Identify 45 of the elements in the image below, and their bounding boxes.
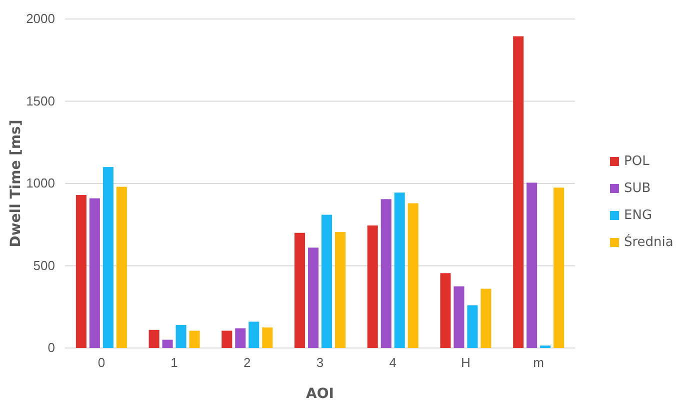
x-tick-label: 0 bbox=[98, 355, 106, 370]
y-tick-label: 1500 bbox=[26, 93, 55, 108]
x-tick-label: 3 bbox=[316, 355, 324, 370]
bar bbox=[148, 330, 160, 348]
bar bbox=[526, 182, 538, 348]
y-axis-title: Dwell Time [ms] bbox=[8, 120, 24, 248]
x-axis-title: AOI bbox=[306, 386, 334, 402]
x-tick-label: H bbox=[461, 355, 470, 370]
bar bbox=[189, 330, 200, 348]
bar bbox=[480, 288, 492, 348]
legend-label: SUB bbox=[624, 181, 651, 196]
bar bbox=[102, 167, 114, 348]
legend-label: ENG bbox=[624, 208, 652, 223]
bar bbox=[308, 248, 319, 348]
bar bbox=[454, 286, 464, 348]
bar bbox=[467, 305, 478, 348]
bar bbox=[76, 195, 86, 348]
legend-label: POL bbox=[624, 154, 650, 169]
y-tick-label: 0 bbox=[48, 340, 55, 356]
legend-label: Średnia bbox=[624, 233, 674, 250]
bar bbox=[380, 199, 392, 348]
y-tick-label: 2000 bbox=[26, 11, 55, 26]
bar bbox=[262, 327, 273, 348]
bar bbox=[408, 203, 418, 348]
bar bbox=[248, 322, 260, 348]
bar bbox=[222, 330, 232, 348]
bar bbox=[321, 214, 332, 348]
x-tick-label: m bbox=[533, 355, 544, 370]
bar bbox=[394, 192, 405, 348]
x-tick-label: 4 bbox=[389, 355, 396, 370]
bar bbox=[294, 232, 306, 348]
y-tick-label: 1000 bbox=[26, 176, 55, 191]
bar bbox=[162, 340, 173, 348]
bar bbox=[89, 198, 100, 348]
y-tick-label: 500 bbox=[33, 258, 55, 273]
bar bbox=[367, 225, 378, 348]
x-tick-label: 2 bbox=[244, 355, 251, 370]
bar bbox=[334, 232, 346, 348]
bar bbox=[440, 273, 451, 348]
bar bbox=[513, 36, 524, 348]
bar bbox=[554, 188, 564, 348]
bar bbox=[176, 324, 186, 348]
bar bbox=[235, 328, 246, 348]
x-tick-label: 1 bbox=[170, 355, 178, 370]
bar bbox=[116, 186, 127, 348]
